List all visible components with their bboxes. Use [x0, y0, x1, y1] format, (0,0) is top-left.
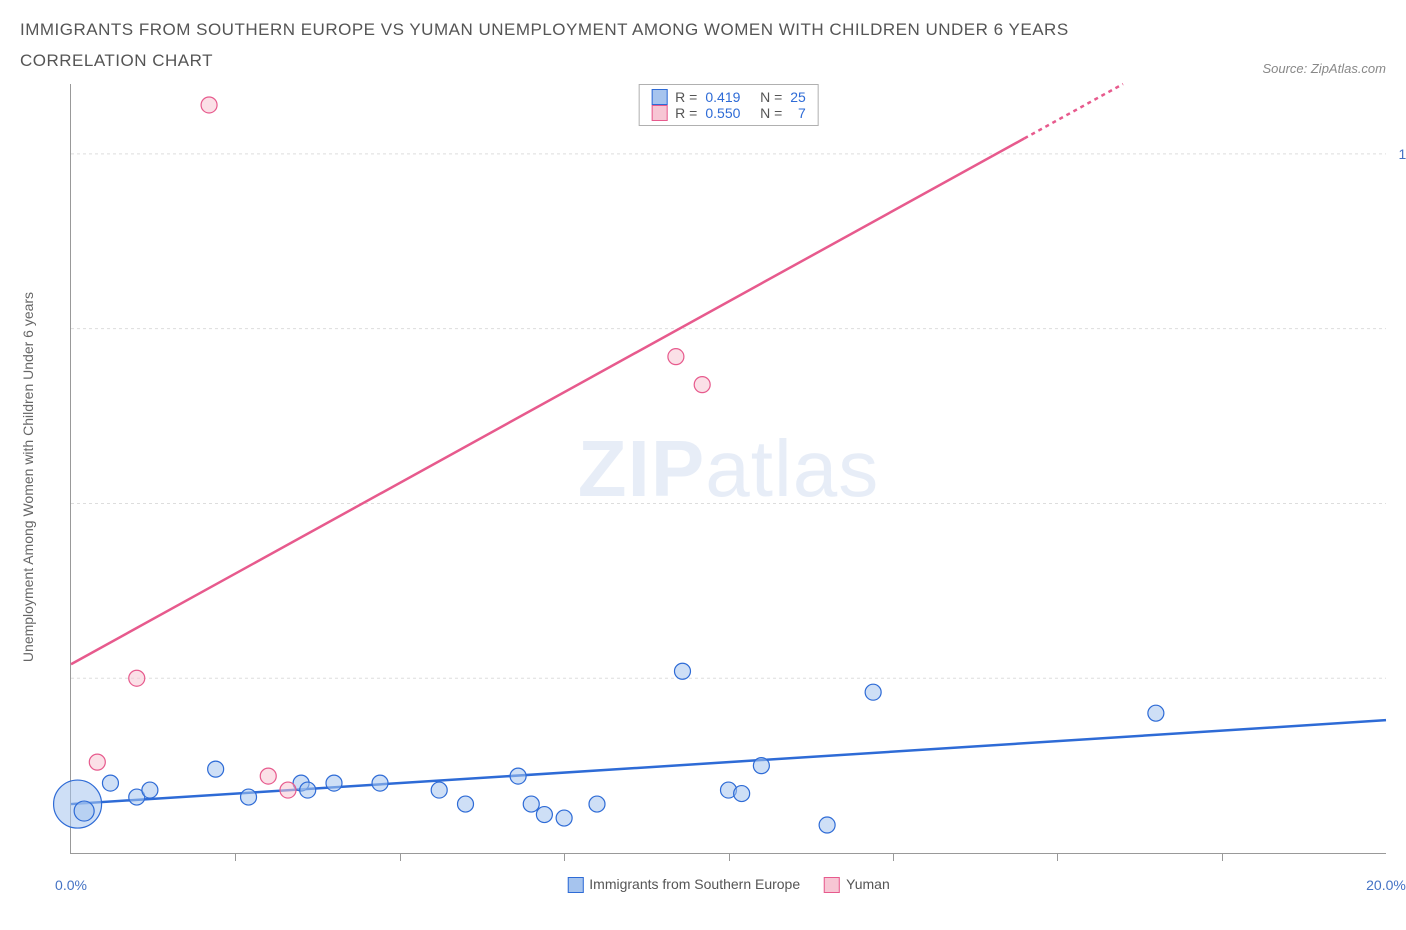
- stat-n-label: N =: [748, 89, 782, 105]
- chart-container: Unemployment Among Women with Children U…: [20, 84, 1386, 854]
- x-tick: [564, 853, 565, 861]
- stats-swatch: [651, 105, 667, 121]
- legend-bottom: Immigrants from Southern Europe Yuman: [567, 876, 889, 893]
- stat-r-label: R =: [675, 105, 697, 121]
- stats-swatch: [651, 89, 667, 105]
- legend-label: Yuman: [846, 876, 890, 892]
- legend-swatch: [567, 877, 583, 893]
- x-tick: [1222, 853, 1223, 861]
- x-tick-label: 20.0%: [1366, 877, 1406, 893]
- legend-label: Immigrants from Southern Europe: [589, 876, 800, 892]
- x-tick: [235, 853, 236, 861]
- legend-item: Immigrants from Southern Europe: [567, 876, 800, 893]
- source-name: ZipAtlas.com: [1311, 61, 1386, 76]
- plot-svg: [71, 84, 1386, 853]
- chart-title-line2: CORRELATION CHART: [20, 46, 1069, 77]
- stat-n-value: 7: [790, 105, 806, 121]
- stats-row: R = 0.550 N = 7: [651, 105, 806, 121]
- source-prefix: Source:: [1262, 61, 1310, 76]
- y-axis-label: Unemployment Among Women with Children U…: [20, 292, 36, 662]
- x-tick-label: 0.0%: [55, 877, 87, 893]
- stats-legend-box: R = 0.419 N = 25 R = 0.550 N = 7: [638, 84, 819, 126]
- y-tick-label: 100.0%: [1399, 146, 1406, 162]
- stat-r-label: R =: [675, 89, 697, 105]
- x-tick: [1057, 853, 1058, 861]
- x-tick: [729, 853, 730, 861]
- stat-n-value: 25: [790, 89, 806, 105]
- chart-title-line1: IMMIGRANTS FROM SOUTHERN EUROPE VS YUMAN…: [20, 15, 1069, 46]
- legend-swatch: [824, 877, 840, 893]
- x-tick: [400, 853, 401, 861]
- plot-area: ZIPatlas R =0.419 N =25R =0.550 N = 7 Im…: [70, 84, 1386, 854]
- stats-row: R = 0.419 N = 25: [651, 89, 806, 105]
- source-credit: Source: ZipAtlas.com: [1262, 61, 1386, 76]
- stat-r-value: 0.419: [705, 89, 740, 105]
- legend-item: Yuman: [824, 876, 890, 893]
- x-tick: [893, 853, 894, 861]
- stat-r-value: 0.550: [705, 105, 740, 121]
- stat-n-label: N =: [748, 105, 782, 121]
